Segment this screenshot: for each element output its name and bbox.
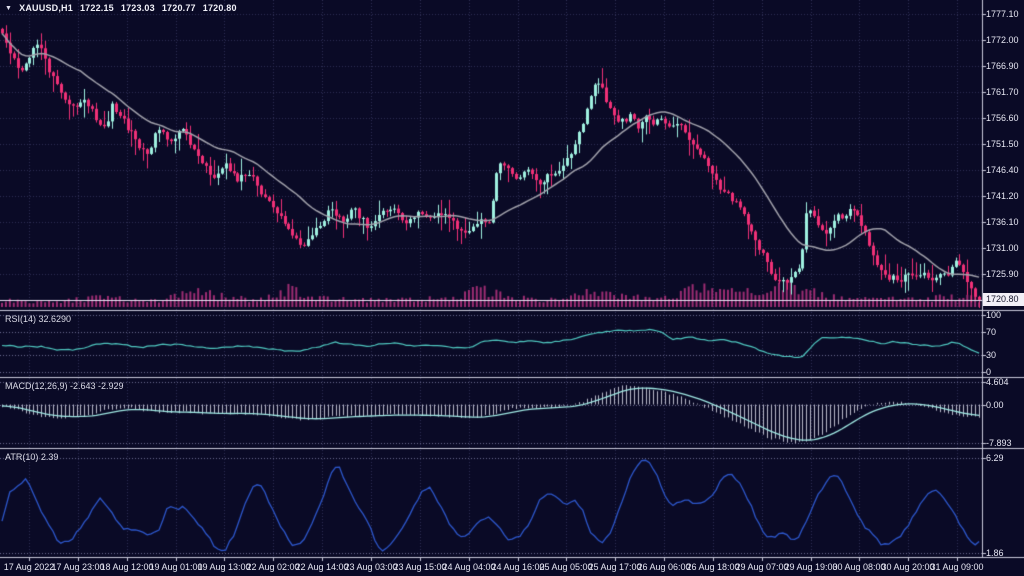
symbol-timeframe-label: XAUUSD,H1 (19, 3, 73, 13)
time-tick-label: 23 Aug 03:00 (344, 562, 398, 572)
price-tick-label: 1751.50 (986, 139, 1019, 149)
time-tick-label: 19 Aug 01:00 (149, 562, 203, 572)
time-tick-label: 17 Aug 2022 (3, 562, 55, 572)
macd-scale-label: -7.893 (986, 438, 1012, 449)
price-tick-label: 1741.20 (986, 191, 1019, 201)
atr-scale-label: 1.86 (986, 548, 1004, 558)
price-tick-label: 1772.00 (986, 35, 1019, 45)
time-tick-label: 18 Aug 12:00 (100, 562, 154, 572)
time-axis[interactable]: 17 Aug 2022 17 Aug 23:00 18 Aug 12:00 19 Au… (0, 558, 1024, 576)
price-tick-label: 1766.90 (986, 61, 1019, 71)
macd-scale-label: 0.00 (986, 399, 1004, 410)
time-tick-label: 24 Aug 16:00 (491, 562, 545, 572)
price-tick-label: 1746.40 (986, 165, 1019, 175)
price-axis[interactable]: 1777.10 1772.00 1766.90 1761.70 1756.60 1751.… (986, 0, 1024, 558)
time-tick-label: 29 Aug 19:00 (784, 562, 838, 572)
time-tick-label: 22 Aug 02:00 (246, 562, 300, 572)
atr-scale-label: 6.29 (986, 453, 1004, 463)
rsi-scale-label: 0 (986, 367, 992, 377)
rsi-indicator-label: RSI(14) 32.6290 (5, 314, 72, 324)
price-tick-label: 1777.10 (986, 9, 1019, 19)
time-tick-label: 25 Aug 05:00 (539, 562, 593, 572)
time-tick-label: 24 Aug 04:00 (442, 562, 496, 572)
time-tick-label: 30 Aug 08:00 (832, 562, 886, 572)
time-tick-label: 19 Aug 13:00 (197, 562, 251, 572)
macd-indicator-label: MACD(12,26,9) -2.643 -2.929 (5, 381, 124, 391)
time-tick-label: 25 Aug 17:00 (588, 562, 642, 572)
ohlc-open-value: 1722.15 (79, 3, 114, 13)
rsi-scale-label: 30 (986, 349, 997, 360)
time-tick-label: 22 Aug 14:00 (295, 562, 349, 572)
price-tick-label: 1731.00 (986, 243, 1019, 253)
time-tick-label: 23 Aug 15:00 (393, 562, 447, 572)
price-tick-label: 1761.70 (986, 87, 1019, 97)
chart-title-bar: ▼ XAUUSD,H1 1722.15 1723.03 1720.77 1720… (5, 3, 237, 13)
current-price-badge: 1720.80 (983, 293, 1024, 306)
time-tick-label: 30 Aug 20:00 (881, 562, 935, 572)
time-tick-label: 29 Aug 07:00 (735, 562, 789, 572)
time-tick-label: 26 Aug 06:00 (637, 562, 691, 572)
time-tick-label: 31 Aug 09:00 (930, 562, 984, 572)
price-tick-label: 1736.10 (986, 217, 1019, 227)
macd-scale-label: 4.604 (986, 377, 1009, 388)
ohlc-high-value: 1723.03 (120, 3, 155, 13)
ohlc-close-value: 1720.80 (202, 3, 237, 13)
rsi-scale-label: 70 (986, 327, 997, 338)
ohlc-low-value: 1720.77 (161, 3, 196, 13)
collapse-chart-icon[interactable]: ▼ (5, 4, 13, 12)
time-tick-label: 26 Aug 18:00 (686, 562, 740, 572)
time-tick-label: 17 Aug 23:00 (51, 562, 105, 572)
rsi-scale-label: 100 (986, 310, 1002, 320)
atr-indicator-label: ATR(10) 2.39 (5, 452, 59, 462)
price-tick-label: 1756.60 (986, 113, 1019, 123)
price-tick-label: 1725.90 (986, 269, 1019, 279)
